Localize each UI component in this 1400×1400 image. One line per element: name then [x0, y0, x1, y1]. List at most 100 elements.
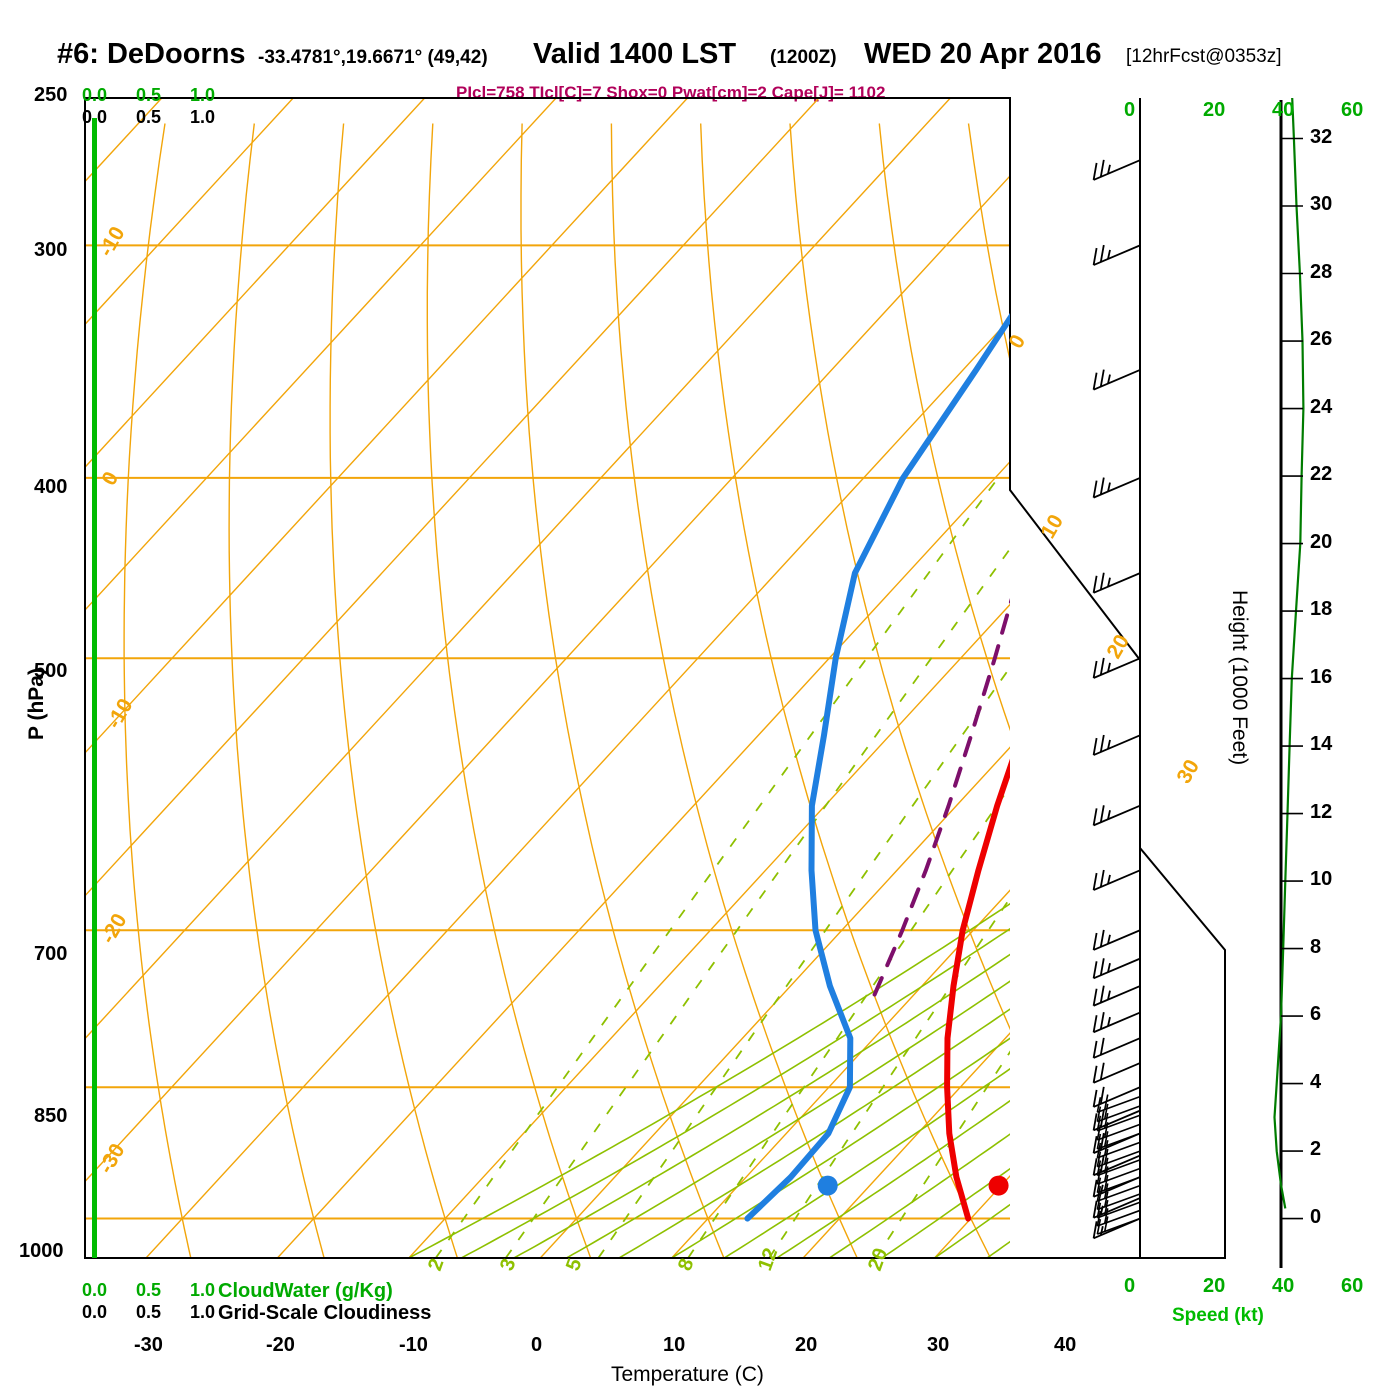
speed-tick-bot-20: 20: [1203, 1275, 1226, 1297]
cloudiness-tick-bot-0.0: 0.0: [82, 1302, 108, 1322]
temperature-tick-20: 20: [795, 1334, 818, 1356]
wind-barb: [1092, 929, 1141, 951]
speed-tick-top-40: 40: [1272, 99, 1295, 121]
height-tick-24: 24: [1310, 395, 1333, 418]
speed-tick-top-60: 60: [1341, 99, 1364, 121]
temperature-axis-title: Temperature (C): [611, 1363, 764, 1386]
speed-tick-bot-0: 0: [1124, 1275, 1136, 1297]
valid-date: WED 20 Apr 2016: [864, 38, 1102, 70]
cloudwater-axis-bar: [92, 118, 97, 1258]
wind-barb: [1096, 1112, 1141, 1132]
curve-dewpoint: [744, 312, 1010, 1222]
wind-barb: [1092, 244, 1141, 266]
pressure-tick-250: 250: [34, 84, 68, 106]
cloudwater-tick-bot-0.0: 0.0: [82, 1280, 108, 1300]
wind-barb: [1092, 1154, 1141, 1177]
temperature-tick-10: 10: [663, 1334, 686, 1356]
pressure-tick-1000: 1000: [19, 1240, 64, 1262]
wind-barb: [1092, 657, 1141, 679]
temperature-tick-m20: -20: [266, 1334, 295, 1356]
wind-barb: [1092, 1037, 1141, 1059]
pressure-axis-title: P (hPa): [25, 668, 48, 740]
wind-barb: [1096, 1166, 1141, 1185]
pressure-tick-400: 400: [34, 476, 68, 498]
height-tick-6: 6: [1310, 1003, 1322, 1026]
speed-tick-top-0: 0: [1124, 99, 1136, 121]
surface-dewpoint: [817, 1175, 838, 1196]
valid-time-zulu: (1200Z): [770, 47, 837, 68]
sounding-indices: PIcl=758 TIcl[C]=7 Shox=0 Pwat[cm]=2 Cap…: [456, 83, 886, 102]
height-tick-0: 0: [1310, 1205, 1322, 1228]
surface-markers: [817, 1175, 1009, 1196]
wind-barb: [1092, 1086, 1141, 1108]
speed-tick-bot-60: 60: [1341, 1275, 1364, 1297]
temperature-tick-m30: -30: [134, 1334, 163, 1356]
height-tick-28: 28: [1310, 260, 1333, 283]
station-title: #6: DeDoorns: [57, 38, 246, 70]
speed-axis-title: Speed (kt): [1172, 1305, 1264, 1326]
height-axis-ticks: [1281, 137, 1303, 1220]
wind-barb: [1092, 1062, 1141, 1084]
plot-frame: [84, 97, 1226, 1259]
wind-barb-column: [1092, 159, 1141, 1240]
cloudiness-tick-bot-0.5: 0.5: [136, 1302, 162, 1322]
curve-temperature: [944, 758, 1010, 1222]
temperature-tick-0: 0: [531, 1334, 543, 1356]
wind-barb: [1096, 1094, 1141, 1114]
isotherm-label-right: 30: [1172, 756, 1204, 788]
height-tick-22: 22: [1310, 463, 1333, 486]
cloudiness-tick-top-1.0: 1.0: [190, 107, 216, 127]
pressure-tick-850: 850: [34, 1105, 68, 1127]
wind-barb: [1096, 1148, 1141, 1168]
isotherm-label-left: -20: [96, 910, 131, 948]
wind-barb: [1092, 804, 1141, 827]
cloudiness-tick-top-0.5: 0.5: [136, 107, 162, 127]
header: #6: DeDoorns -33.4781°,19.6671° (49,42) …: [0, 0, 1400, 102]
wind-barb: [1092, 734, 1141, 756]
height-tick-30: 30: [1310, 193, 1333, 215]
wind-barb: [1096, 1199, 1141, 1219]
temperature-tick-30: 30: [927, 1334, 950, 1356]
wind-barb: [1096, 1103, 1141, 1123]
wind-barb: [1096, 1122, 1141, 1141]
wind-barb: [1092, 159, 1141, 181]
height-tick-12: 12: [1310, 800, 1333, 823]
station-coordinates: -33.4781°,19.6671° (49,42): [258, 47, 488, 68]
temperature-tick-40: 40: [1054, 1334, 1077, 1356]
wind-barb: [1096, 1191, 1141, 1211]
wind-barb: [1096, 1216, 1141, 1235]
pressure-tick-700: 700: [34, 943, 68, 965]
isotherm-label-left: 0: [97, 468, 123, 490]
forecast-stamp: [12hrFcst@0353z]: [1126, 46, 1282, 67]
wind-barb: [1092, 477, 1141, 499]
cloudwater-axis-title: CloudWater (g/Kg): [218, 1280, 393, 1302]
wind-barb: [1096, 1157, 1141, 1177]
height-tick-14: 14: [1310, 733, 1333, 756]
isotherm-label-left: -30: [94, 1140, 129, 1178]
cloudiness-axis-title: Grid-Scale Cloudiness: [218, 1302, 432, 1324]
cloudwater-tick-bot-1.0: 1.0: [190, 1280, 216, 1300]
skewt-grid: [85, 98, 1010, 1258]
mixing-ratio-label: 12: [754, 1245, 782, 1273]
wind-barb: [1092, 869, 1141, 891]
height-tick-20: 20: [1310, 530, 1333, 553]
speed-tick-bot-40: 40: [1272, 1275, 1295, 1297]
wind-barb: [1092, 957, 1141, 980]
height-tick-18: 18: [1310, 598, 1333, 621]
wind-barb: [1096, 1174, 1141, 1194]
valid-time: Valid 1400 LST: [533, 38, 737, 70]
cloudwater-tick-top-0.5: 0.5: [136, 85, 162, 105]
height-tick-26: 26: [1310, 328, 1333, 350]
cloudwater-tick-top-0.0: 0.0: [82, 85, 108, 105]
speed-tick-top-20: 20: [1203, 99, 1226, 121]
cloudwater-tick-bot-0.5: 0.5: [136, 1280, 162, 1300]
isotherm-label-left: -10: [102, 695, 137, 733]
pressure-tick-500: 500: [34, 660, 68, 682]
mixing-ratio-label: 20: [864, 1245, 892, 1273]
pressure-tick-300: 300: [34, 239, 68, 261]
cloudiness-tick-top-0.0: 0.0: [82, 107, 108, 127]
wind-barb: [1096, 1208, 1141, 1227]
